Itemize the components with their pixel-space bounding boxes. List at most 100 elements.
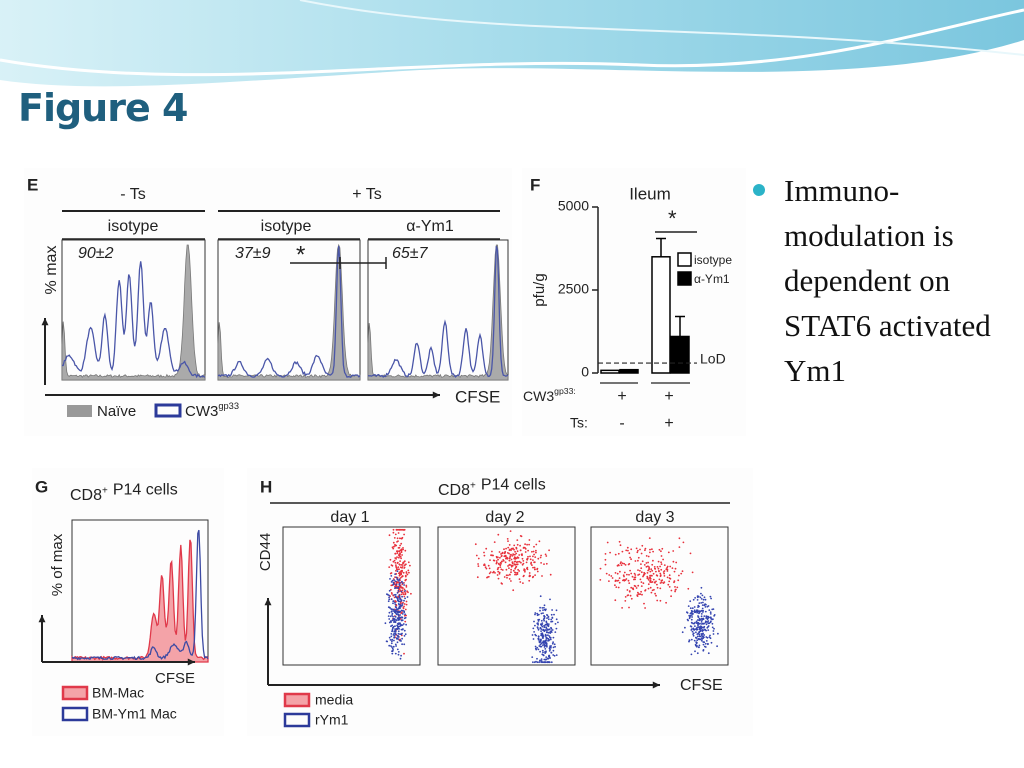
cell-dot [538, 618, 541, 621]
cell-dot [510, 571, 512, 574]
cell-dot [694, 625, 696, 627]
cell-dot [699, 625, 702, 628]
cell-dot [639, 569, 641, 572]
cell-dot [398, 578, 401, 581]
cell-dot [510, 553, 512, 556]
cell-dot [646, 575, 649, 578]
cell-dot [626, 546, 629, 549]
cell-dot [392, 600, 395, 603]
header-wave [0, 8, 1024, 77]
cell-dot [510, 558, 513, 561]
cell-dot [524, 543, 526, 546]
cell-dot [659, 599, 662, 602]
cell-dot [704, 621, 707, 624]
cell-dot [611, 577, 614, 579]
cell-dot [701, 629, 704, 631]
header-wave [299, 0, 1024, 56]
bm-mac-histogram [71, 539, 209, 663]
cell-dot [403, 588, 406, 591]
cell-dot [484, 566, 487, 569]
cell-dot [495, 560, 498, 562]
cell-dot [399, 537, 401, 540]
cell-dot [545, 639, 548, 641]
cell-dot [646, 572, 649, 574]
cell-dot [707, 652, 710, 655]
cell-dot [400, 551, 403, 554]
cell-dot [519, 544, 521, 547]
cell-dot [702, 632, 704, 635]
cell-dot [659, 582, 662, 584]
cell-dot [541, 632, 544, 635]
cell-dot [520, 561, 522, 564]
cell-dot [691, 610, 694, 613]
cell-dot [668, 574, 671, 577]
arrow-head [187, 658, 195, 666]
cell-dot [632, 587, 634, 589]
cell-dot [712, 608, 715, 610]
cell-dot [404, 620, 407, 623]
cell-dot [548, 628, 551, 631]
cell-dot [702, 637, 704, 640]
cell-dot [628, 590, 631, 593]
cell-dot [508, 567, 510, 569]
cell-dot [401, 589, 404, 592]
cell-dot [391, 650, 393, 653]
cell-dot [402, 593, 405, 596]
cell-dot [551, 616, 554, 619]
cell-dot [391, 640, 393, 643]
cell-dot [528, 579, 531, 582]
cell-dot [405, 586, 408, 588]
cell-dot [389, 639, 392, 641]
cell-dot [388, 589, 391, 592]
cell-dot [533, 545, 535, 548]
cell-dot [534, 556, 537, 558]
cell-dot [697, 626, 700, 628]
cell-dot [404, 590, 406, 592]
cell-dot [389, 578, 391, 580]
cell-dot [634, 560, 637, 562]
cell-dot [604, 563, 607, 566]
cell-dot [522, 547, 525, 549]
cell-dot [630, 597, 633, 600]
legend-swatch [677, 271, 692, 286]
cell-dot [390, 581, 393, 583]
cell-dot [392, 608, 395, 611]
cell-dot [397, 613, 400, 616]
cell-dot [653, 581, 656, 584]
cell-dot [491, 554, 493, 557]
cell-dot [527, 555, 529, 558]
cell-dot [401, 566, 403, 569]
cell-dot [552, 641, 554, 644]
cell-dot [508, 563, 511, 566]
cell-dot [706, 636, 709, 639]
cell-dot [508, 549, 511, 552]
cell-dot [548, 650, 551, 652]
cell-dot [393, 611, 396, 614]
cell-dot [395, 613, 398, 616]
cell-dot [393, 620, 396, 623]
cw3-histogram [62, 261, 206, 379]
cell-dot [515, 573, 518, 576]
cell-dot [394, 544, 397, 547]
cell-dot [399, 600, 401, 603]
cell-dot [535, 551, 537, 554]
cell-dot [397, 566, 400, 568]
cell-dot [649, 551, 651, 554]
cell-dot [660, 561, 662, 564]
cell-dot [655, 580, 657, 583]
cell-dot [652, 572, 655, 575]
cell-dot [542, 609, 544, 611]
cell-dot [396, 550, 398, 553]
cell-dot [644, 572, 646, 575]
cell-dot [626, 573, 628, 576]
legend-swatch [154, 403, 182, 418]
cell-dot [676, 586, 679, 589]
cell-dot [634, 574, 637, 576]
cell-dot [709, 616, 712, 619]
cell-dot [384, 622, 387, 625]
cell-dot [393, 559, 396, 562]
cell-dot [640, 563, 642, 565]
cell-dot [626, 589, 629, 591]
cell-dot [544, 652, 547, 654]
cell-dot [511, 564, 514, 567]
